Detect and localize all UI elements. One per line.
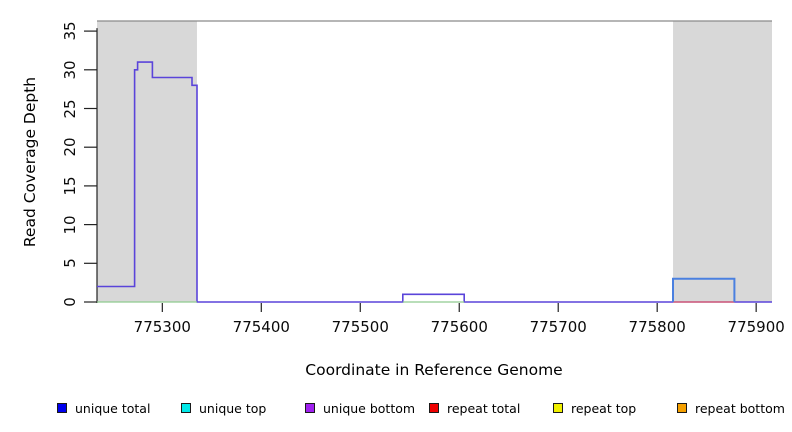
legend-swatch-icon <box>429 403 439 413</box>
shaded-region <box>673 21 772 302</box>
x-tick-label: 775900 <box>727 318 785 336</box>
y-tick-label: 5 <box>61 258 79 269</box>
legend-swatch-icon <box>553 403 563 413</box>
legend-label: unique total <box>75 400 151 416</box>
x-tick-label: 775600 <box>430 318 488 336</box>
legend-label: repeat bottom <box>695 400 785 416</box>
legend-label: repeat total <box>447 400 521 416</box>
series-line <box>672 277 736 302</box>
y-tick-label: 20 <box>61 137 79 157</box>
legend-label: unique top <box>199 400 267 416</box>
y-tick-label: 35 <box>61 21 79 41</box>
legend-swatch-icon <box>57 403 67 413</box>
legend-item-repeat-bottom: repeat bottom <box>677 399 785 417</box>
y-tick-label: 15 <box>61 176 79 196</box>
legend: unique total unique top unique bottom repea… <box>0 399 792 421</box>
y-axis-title: Read Coverage Depth <box>21 76 39 248</box>
legend-swatch-icon <box>181 403 191 413</box>
legend-swatch-icon <box>677 403 687 413</box>
x-tick-label: 775700 <box>529 318 587 336</box>
legend-swatch-icon <box>305 403 315 413</box>
legend-item-unique-top: unique top <box>181 399 266 417</box>
x-tick-label: 775800 <box>628 318 686 336</box>
x-axis-title: Coordinate in Reference Genome <box>305 361 563 379</box>
x-tick-label: 775300 <box>133 318 191 336</box>
y-tick-label: 10 <box>61 215 79 235</box>
legend-item-repeat-top: repeat top <box>553 399 636 417</box>
legend-item-repeat-total: repeat total <box>429 399 520 417</box>
legend-item-unique-total: unique total <box>57 399 150 417</box>
series-line <box>97 61 772 303</box>
shaded-region <box>97 21 197 302</box>
legend-label: repeat top <box>571 400 637 416</box>
y-tick-label: 25 <box>61 98 79 119</box>
x-tick-label: 775500 <box>331 318 389 336</box>
legend-label: unique bottom <box>323 400 416 416</box>
x-tick-label: 775400 <box>232 318 290 336</box>
legend-item-unique-bottom: unique bottom <box>305 399 415 417</box>
y-tick-label: 30 <box>61 60 79 80</box>
y-tick-label: 0 <box>61 297 79 307</box>
